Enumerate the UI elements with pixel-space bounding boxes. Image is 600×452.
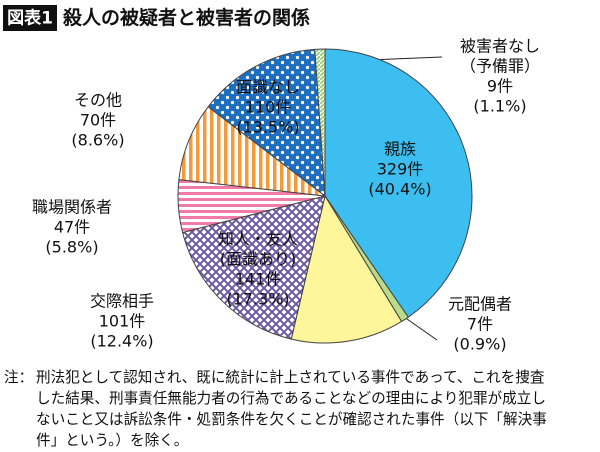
- value-label: 141件: [235, 270, 282, 289]
- chart-title: 殺人の被疑者と被害者の関係: [62, 6, 310, 29]
- badge: 図表1: [7, 8, 53, 29]
- slice-label: その他: [74, 91, 122, 110]
- note-label: 注：: [4, 369, 33, 386]
- percent-label: (40.4%): [368, 180, 431, 199]
- note-line: 件」という。）を除く。: [36, 432, 188, 449]
- percent-label: (8.6%): [71, 131, 124, 150]
- slice-label: (面識あり): [220, 250, 297, 269]
- value-label: 110件: [245, 98, 292, 117]
- value-label: 101件: [99, 312, 146, 331]
- value-label: 47件: [54, 218, 90, 237]
- note-line: ないこと又は訴訟条件・処罰条件を欠くことが確認された事件（以下「解決事: [36, 411, 547, 428]
- slice-label: 元配偶者: [448, 295, 512, 314]
- percent-label: (0.9%): [453, 335, 506, 354]
- pie-slice: [324, 48, 473, 318]
- percent-label: (1.1%): [473, 97, 526, 116]
- slice-label: （予備罪）: [460, 57, 540, 76]
- value-label: 329件: [377, 160, 424, 179]
- percent-label: (12.4%): [90, 332, 153, 351]
- percent-label: (13.5%): [236, 118, 299, 137]
- slice-label: 親族: [384, 140, 416, 159]
- pie-slice: [207, 48, 326, 198]
- note-line: 刑法犯として認知され、既に統計に計上されている事件であって、これを捜査: [36, 369, 545, 386]
- slice-label: 交際相手: [90, 292, 154, 311]
- percent-label: (17.3%): [226, 290, 289, 309]
- slice-label: 職場関係者: [32, 198, 112, 217]
- value-label: 9件: [487, 77, 513, 96]
- slice-label: 面識なし: [236, 78, 300, 97]
- slice-label: 被害者なし: [460, 37, 540, 56]
- pie-slice: [290, 194, 403, 344]
- percent-label: (5.8%): [45, 238, 98, 257]
- note-line: した結果、刑事責任無能力者の行為であることなどの理由により犯罪が成立し: [36, 390, 546, 407]
- value-label: 7件: [467, 315, 493, 334]
- pie-slice: [314, 48, 326, 197]
- badge-box: [3, 5, 57, 31]
- pie-slice: [181, 195, 326, 340]
- value-label: 70件: [80, 111, 116, 130]
- slice-label: 知人・友人: [218, 230, 298, 249]
